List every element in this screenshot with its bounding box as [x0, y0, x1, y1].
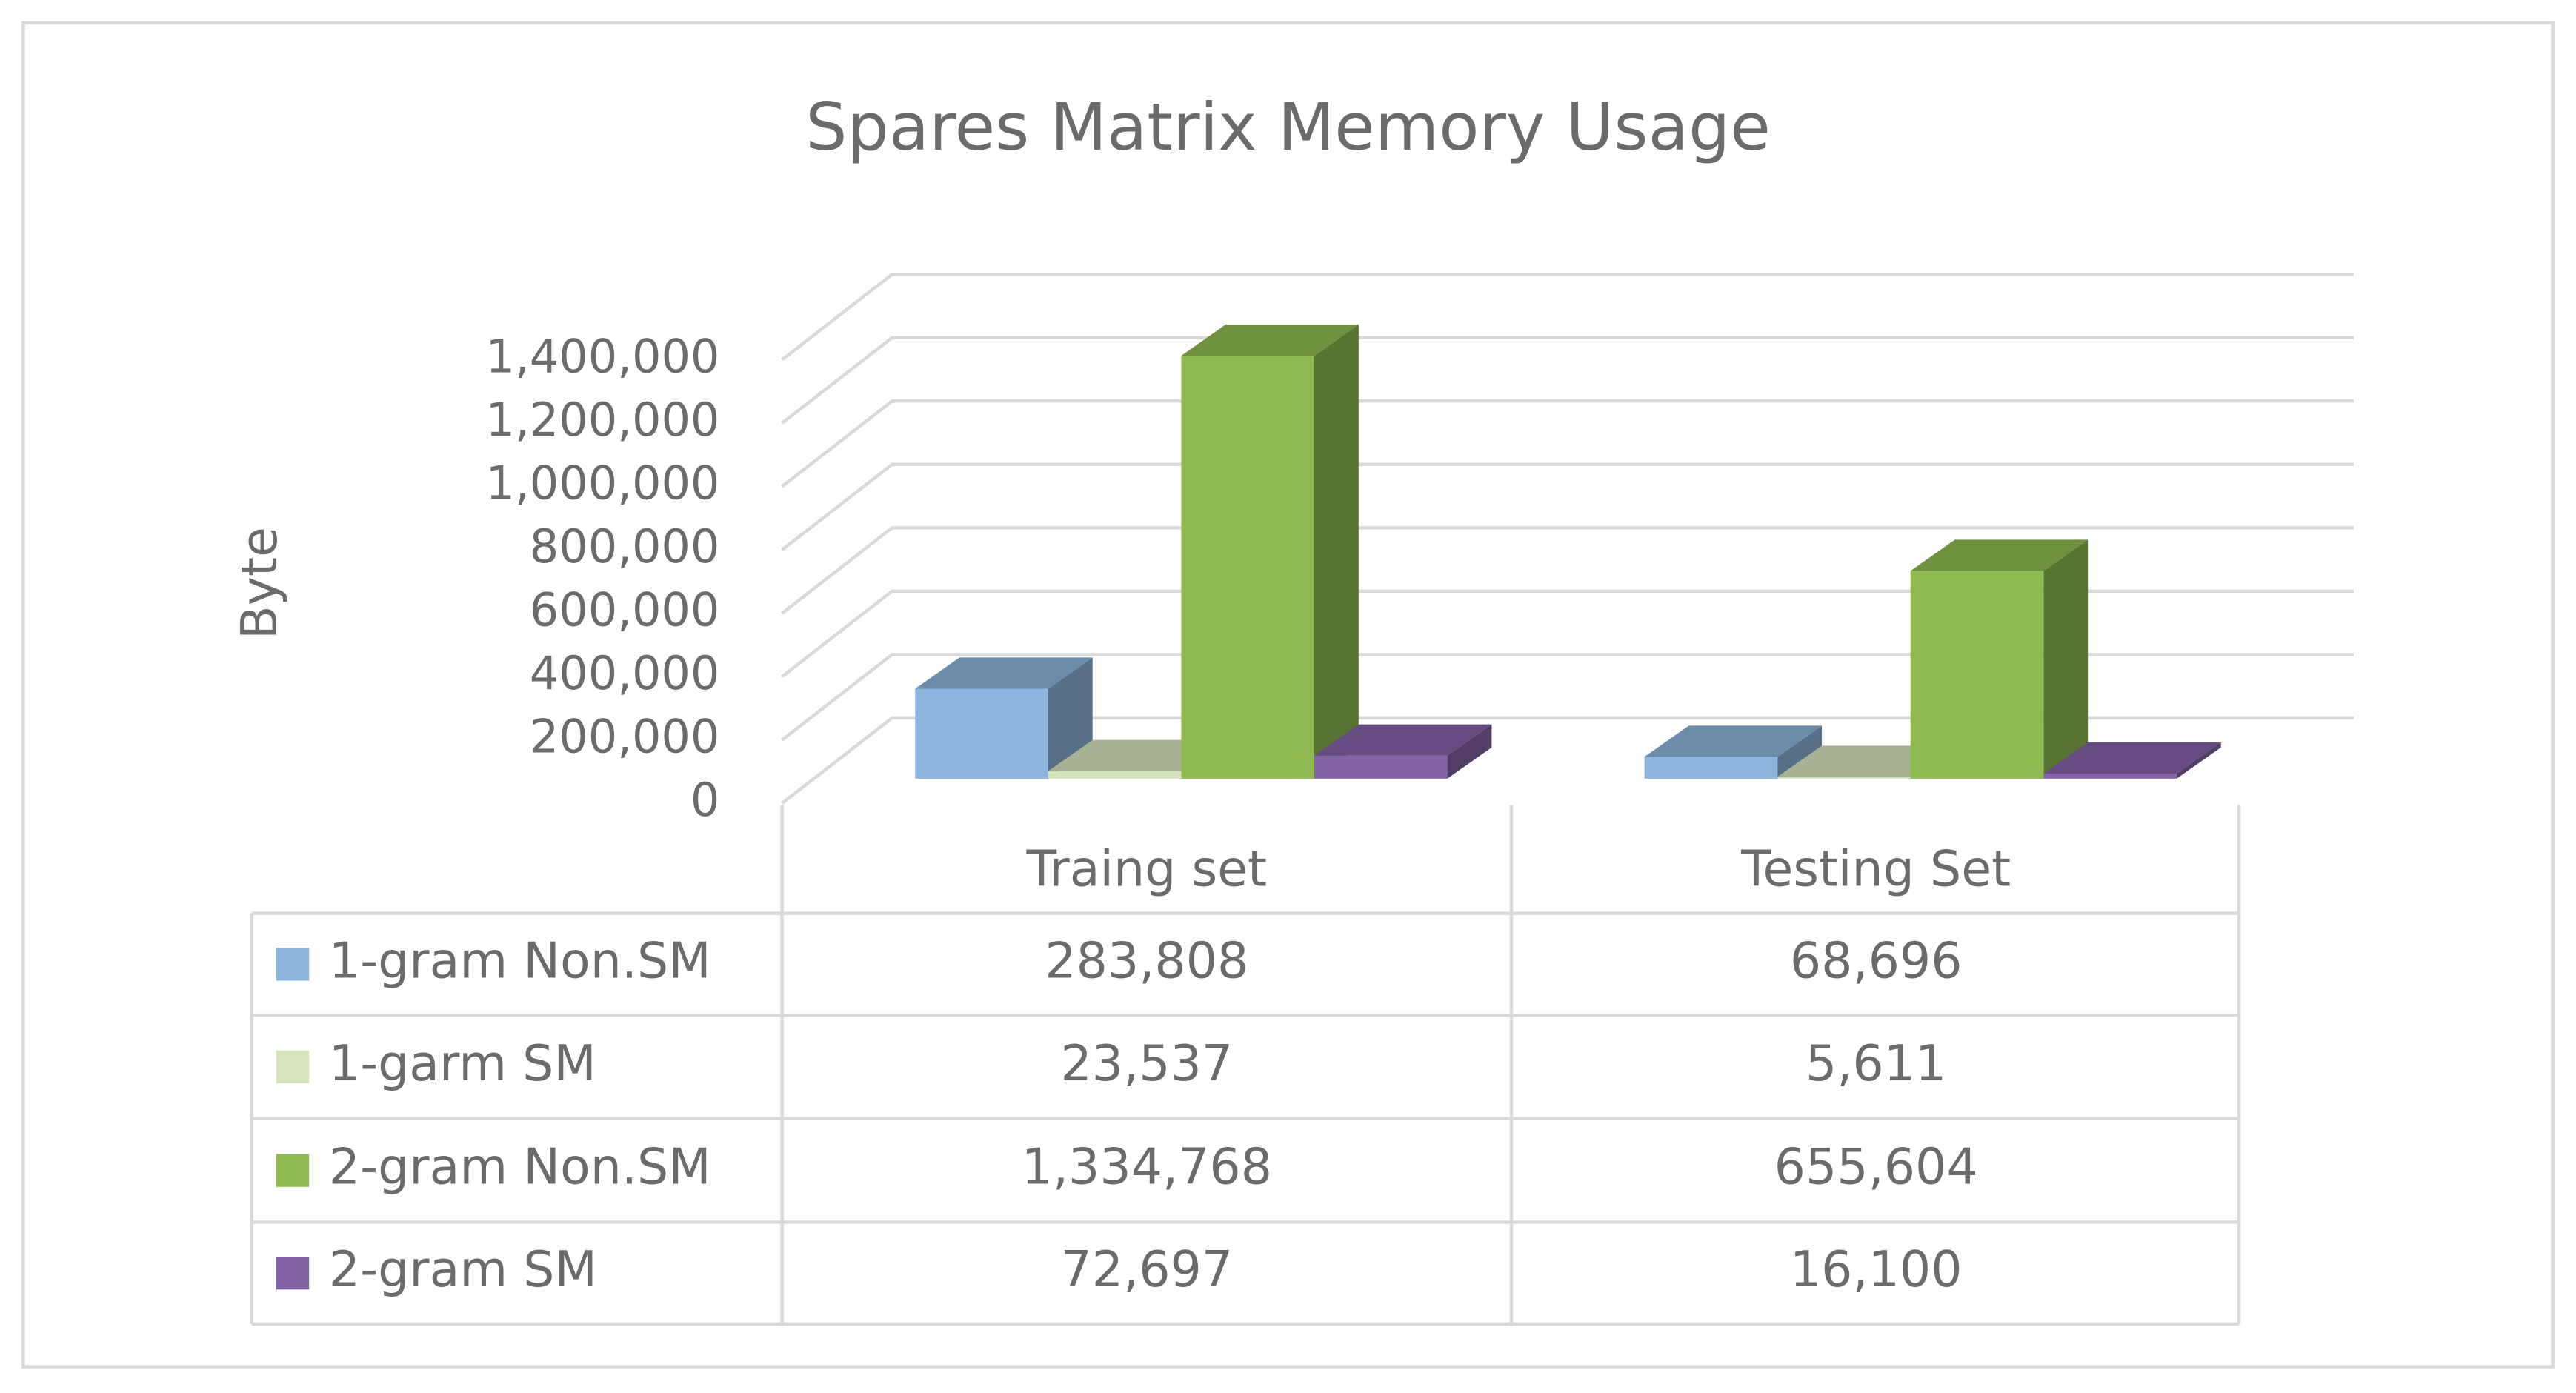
grid-line: [781, 336, 2354, 425]
category-label: Traing set: [1026, 840, 1268, 897]
y-tick-label: 0: [690, 773, 719, 827]
bar-side: [2176, 742, 2221, 779]
grid-line: [781, 653, 2354, 742]
bar: [1314, 755, 1448, 779]
bar: [1777, 777, 1911, 779]
table-value: 655,604: [1774, 1138, 1978, 1196]
grid-line: [781, 589, 2354, 678]
table-value: 16,100: [1790, 1240, 1963, 1298]
y-axis-title: Byte: [230, 527, 288, 639]
legend-label: 1-garm SM: [329, 1034, 596, 1092]
bar-top: [1644, 725, 1823, 757]
grid-line: [781, 273, 2354, 362]
table-value: 23,537: [1060, 1034, 1233, 1092]
bar-top: [1314, 724, 1492, 756]
y-tick-label: 1,000,000: [486, 456, 720, 511]
table-value: 68,696: [1790, 931, 1963, 989]
legend-key: [276, 1154, 310, 1187]
grid-line: [781, 462, 2354, 551]
bar-top: [915, 657, 1093, 689]
bar: [1048, 771, 1182, 779]
bar: [2043, 773, 2177, 779]
bar: [1644, 757, 1778, 779]
legend-label: 1-gram Non.SM: [329, 931, 711, 989]
legend-key: [276, 1050, 310, 1084]
bar-side: [2043, 539, 2089, 779]
y-tick-label: 800,000: [530, 519, 720, 574]
bar-side: [1314, 325, 1359, 779]
table-value: 1,334,768: [1022, 1138, 1272, 1196]
legend-label: 2-gram SM: [329, 1240, 597, 1298]
y-tick-label: 600,000: [530, 583, 720, 637]
table-value: 283,808: [1045, 931, 1248, 989]
y-tick-label: 400,000: [530, 646, 720, 700]
legend-label: 2-gram Non.SM: [329, 1138, 711, 1196]
bar: [915, 688, 1048, 779]
table-value: 72,697: [1060, 1240, 1233, 1298]
grid-line: [781, 526, 2354, 615]
bar-side: [1777, 725, 1823, 779]
grid-line: [781, 399, 2354, 488]
chart-title: Spares Matrix Memory Usage: [805, 89, 1771, 165]
bar-top: [1181, 325, 1359, 356]
table-value: 5,611: [1805, 1034, 1946, 1092]
bar: [1181, 356, 1314, 779]
category-label: Testing Set: [1740, 840, 2011, 897]
y-tick-label: 1,400,000: [486, 330, 720, 384]
legend-key: [276, 1256, 310, 1290]
bar: [1910, 571, 2044, 779]
grid-line: [781, 716, 2354, 805]
bar-side: [1447, 724, 1492, 779]
y-tick-label: 1,200,000: [486, 393, 720, 447]
bar-top: [1910, 539, 2089, 571]
legend-key: [276, 948, 310, 981]
bar-top: [2043, 742, 2221, 774]
y-tick-label: 200,000: [530, 710, 720, 764]
